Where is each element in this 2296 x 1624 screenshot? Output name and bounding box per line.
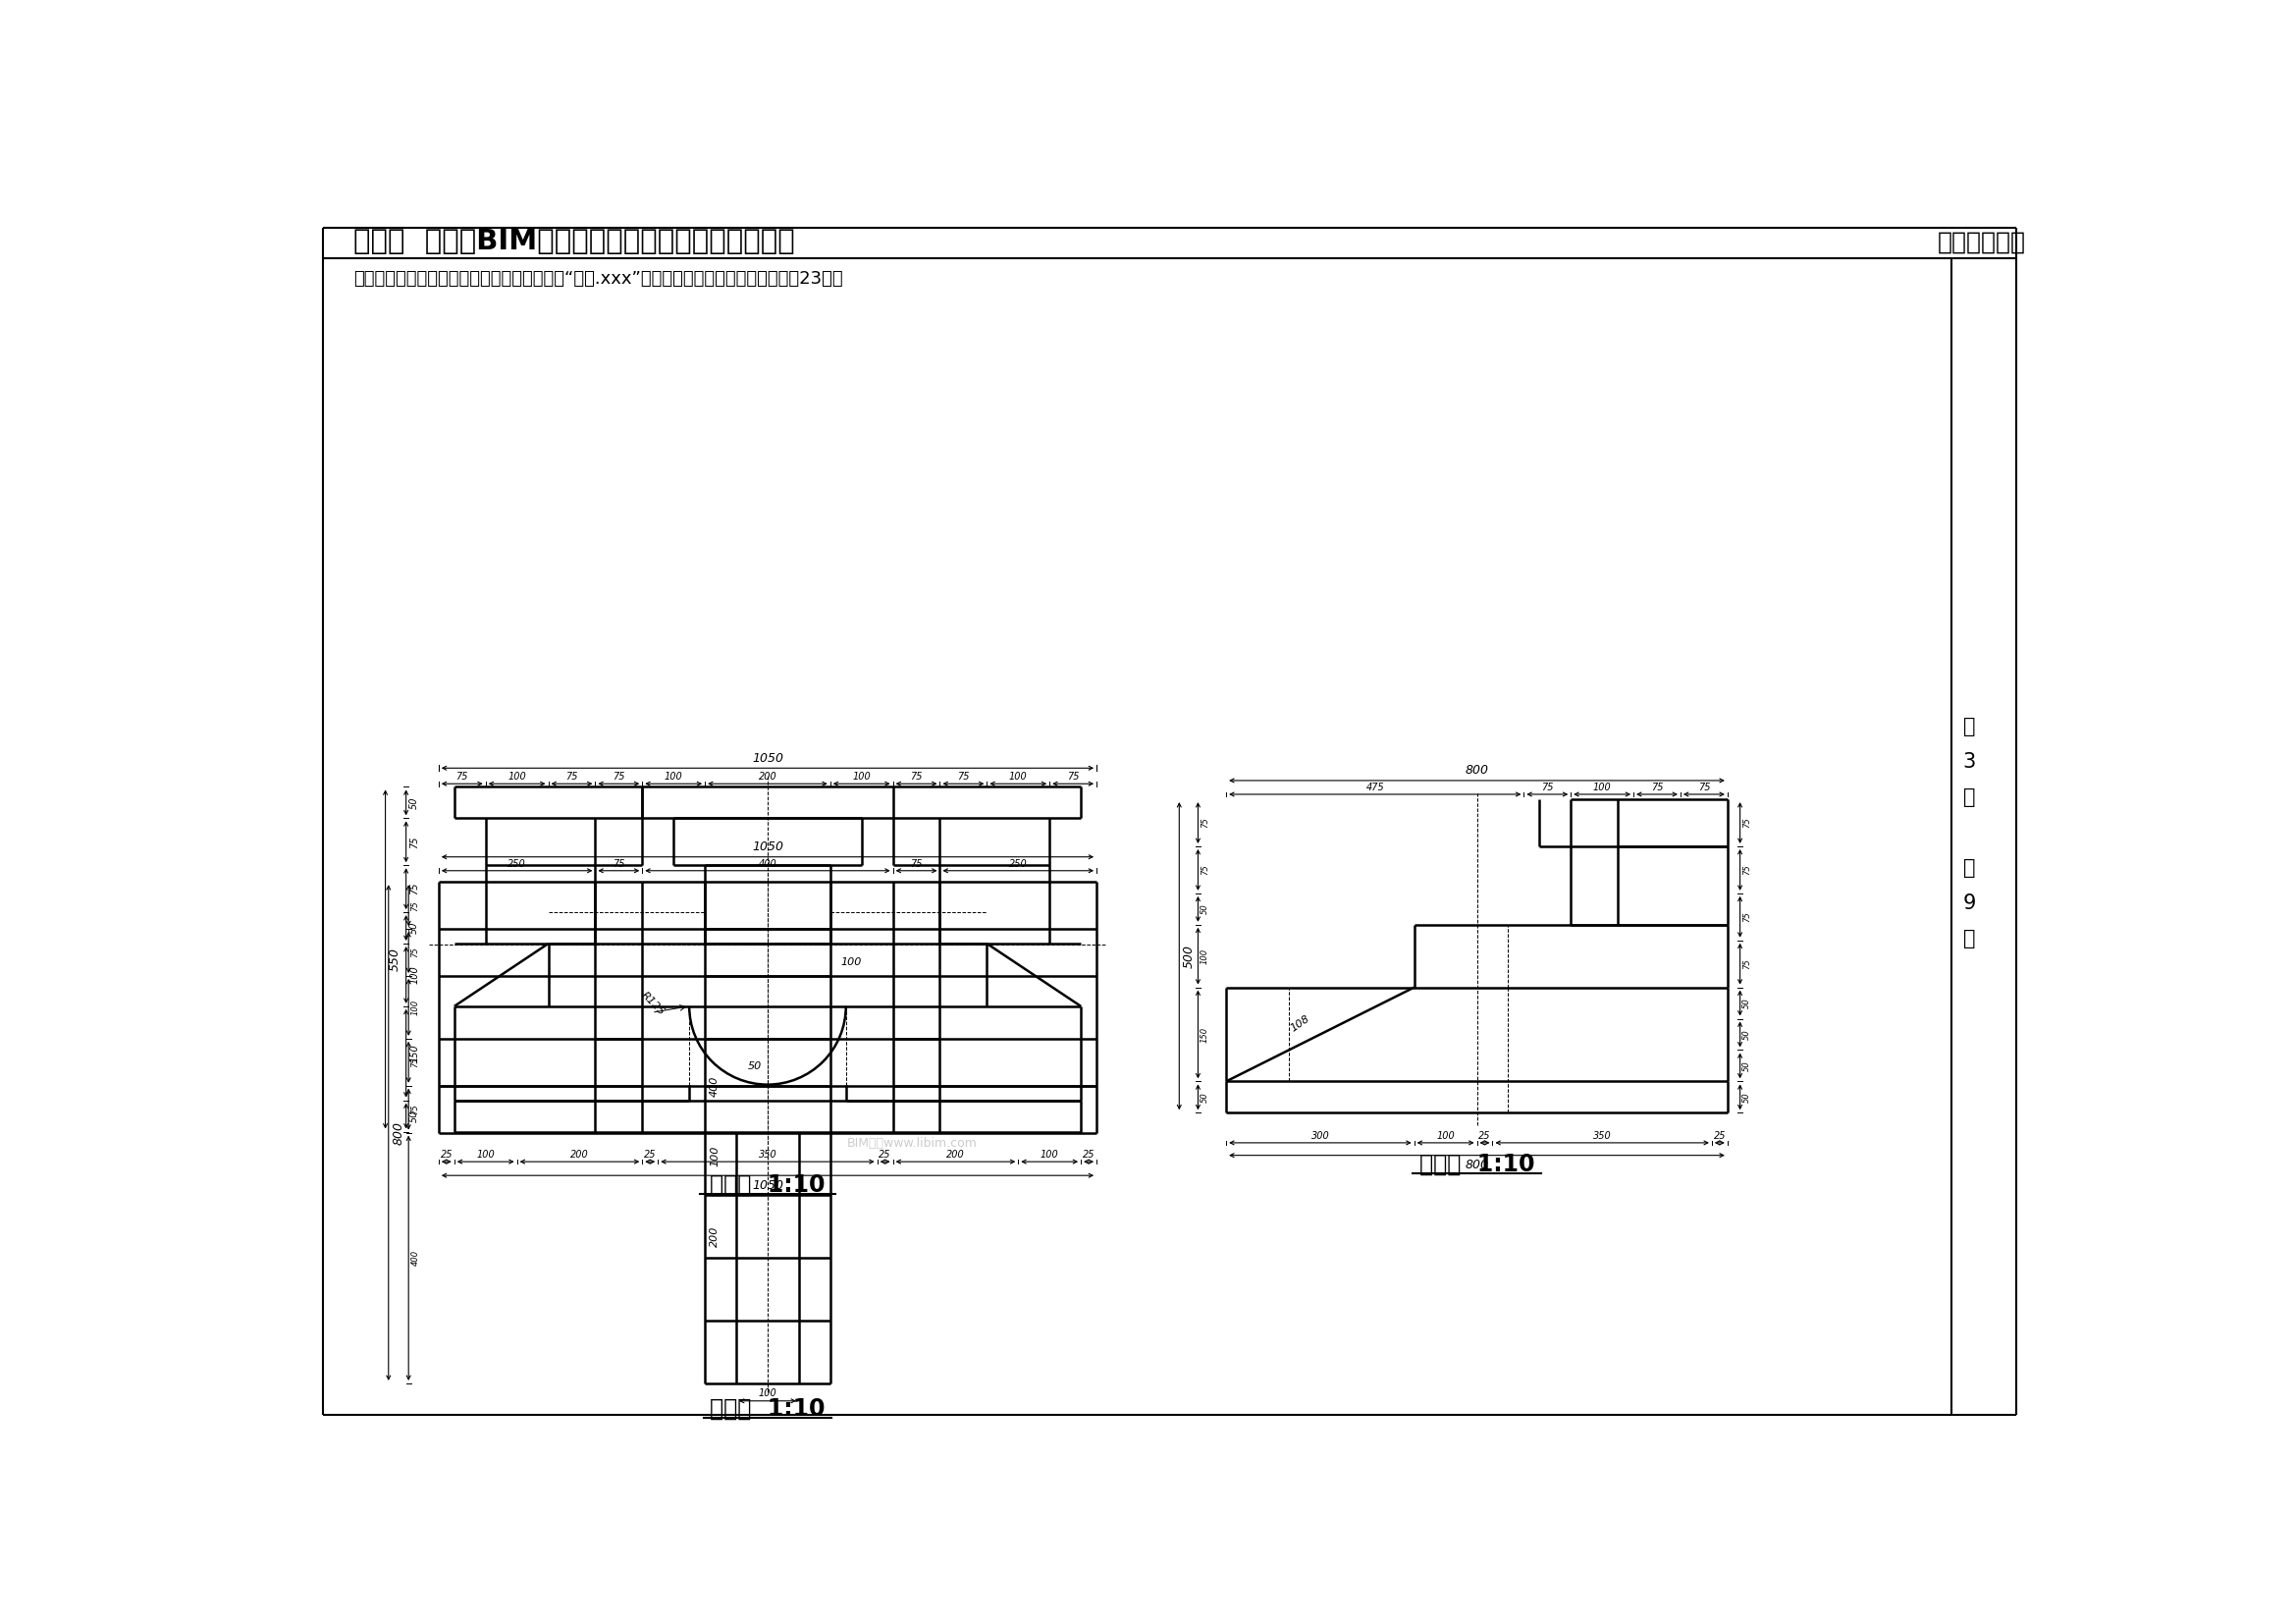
Text: 75: 75 [909, 771, 923, 781]
Text: 75: 75 [1743, 817, 1752, 828]
Text: 475: 475 [1366, 783, 1384, 793]
Text: 100: 100 [758, 1389, 776, 1398]
Text: 75: 75 [411, 1057, 420, 1067]
Text: 200: 200 [709, 1226, 719, 1247]
Text: 100: 100 [411, 999, 420, 1015]
Text: 200: 200 [946, 1150, 964, 1160]
Text: 50: 50 [1743, 1030, 1752, 1039]
Text: 400: 400 [411, 1250, 420, 1267]
Text: 50: 50 [1743, 997, 1752, 1009]
Text: 100: 100 [664, 771, 682, 781]
Text: 100: 100 [709, 1145, 719, 1166]
Text: 150: 150 [1201, 1026, 1210, 1043]
Text: BIM考题www.libim.com: BIM考题www.libim.com [847, 1137, 978, 1150]
Text: 25: 25 [879, 1150, 891, 1160]
Text: 75: 75 [1651, 783, 1662, 793]
Text: 75: 75 [1201, 864, 1210, 875]
Text: 75: 75 [1068, 771, 1079, 781]
Text: 200: 200 [758, 771, 776, 781]
Text: 400: 400 [709, 1077, 719, 1098]
Text: 150: 150 [409, 1044, 420, 1062]
Text: 25: 25 [1479, 1130, 1490, 1142]
Text: 100: 100 [1201, 948, 1210, 965]
Text: 250: 250 [1008, 859, 1026, 869]
Text: 75: 75 [411, 1104, 420, 1114]
Text: 中国图学学会: 中国图学学会 [1938, 231, 2027, 253]
Text: 300: 300 [1311, 1130, 1329, 1142]
Text: 100: 100 [475, 1150, 496, 1160]
Text: 100: 100 [1437, 1130, 1456, 1142]
Text: 50: 50 [748, 1060, 762, 1070]
Text: 75: 75 [1743, 864, 1752, 875]
Text: 75: 75 [411, 900, 420, 911]
Text: 75: 75 [1201, 817, 1210, 828]
Text: 75: 75 [1743, 958, 1752, 970]
Text: 50: 50 [1201, 1091, 1210, 1103]
Text: 25: 25 [643, 1150, 657, 1160]
Text: 75: 75 [409, 836, 420, 848]
Text: 800: 800 [1465, 1160, 1488, 1171]
Text: 俧视图  1:10: 俧视图 1:10 [709, 1397, 824, 1421]
Text: 100: 100 [1008, 771, 1026, 781]
Text: 108: 108 [1288, 1013, 1311, 1033]
Text: 25: 25 [1084, 1150, 1095, 1160]
Text: 三、根据给定的投影尺寸建立斗拱模型，并以“斗拱.xxx”为文件名保存到考生文件夹中。（23分）: 三、根据给定的投影尺寸建立斗拱模型，并以“斗拱.xxx”为文件名保存到考生文件夹… [354, 270, 843, 287]
Text: 75: 75 [411, 947, 420, 958]
Text: 第十期  「全国BIM技能等级考试」二级（建筑）试题: 第十期 「全国BIM技能等级考试」二级（建筑）试题 [354, 227, 794, 255]
Text: 75: 75 [565, 771, 579, 781]
Text: 50: 50 [1743, 1060, 1752, 1070]
Text: 350: 350 [758, 1150, 776, 1160]
Text: 1050: 1050 [751, 752, 783, 765]
Text: 100: 100 [507, 771, 526, 781]
Text: 350: 350 [1593, 1130, 1612, 1142]
Text: 100: 100 [409, 966, 420, 984]
Text: 1050: 1050 [751, 1179, 783, 1192]
Text: 800: 800 [1465, 765, 1488, 776]
Text: 550: 550 [388, 947, 402, 971]
Text: 100: 100 [1040, 1150, 1058, 1160]
Text: 400: 400 [758, 859, 776, 869]
Text: 100: 100 [852, 771, 870, 781]
Text: 75: 75 [957, 771, 969, 781]
Text: 50: 50 [409, 922, 420, 934]
Text: 200: 200 [569, 1150, 588, 1160]
Text: 50: 50 [1201, 903, 1210, 914]
Text: 主视图  1:10: 主视图 1:10 [709, 1173, 824, 1197]
Text: 75: 75 [909, 859, 923, 869]
Text: 100: 100 [1593, 783, 1612, 793]
Text: 500: 500 [1182, 944, 1196, 968]
Text: 25: 25 [1713, 1130, 1727, 1142]
Text: 75: 75 [457, 771, 468, 781]
Text: 右视图  1:10: 右视图 1:10 [1419, 1153, 1534, 1176]
Text: 50: 50 [409, 1109, 420, 1122]
Text: 75: 75 [409, 882, 420, 895]
Text: R125: R125 [638, 991, 666, 1018]
Text: 75: 75 [1697, 783, 1711, 793]
Text: 1050: 1050 [751, 841, 783, 854]
Text: 25: 25 [441, 1150, 452, 1160]
Text: 75: 75 [1541, 783, 1554, 793]
Text: 50: 50 [1743, 1091, 1752, 1103]
Text: 800: 800 [393, 1121, 404, 1145]
Text: 250: 250 [507, 859, 526, 869]
Text: 第
3
页

共
9
页: 第 3 页 共 9 页 [1963, 718, 1977, 948]
Text: 50: 50 [409, 796, 420, 809]
Text: 75: 75 [1743, 911, 1752, 922]
Text: 75: 75 [613, 859, 625, 869]
Text: 100: 100 [840, 958, 861, 968]
Text: 75: 75 [613, 771, 625, 781]
